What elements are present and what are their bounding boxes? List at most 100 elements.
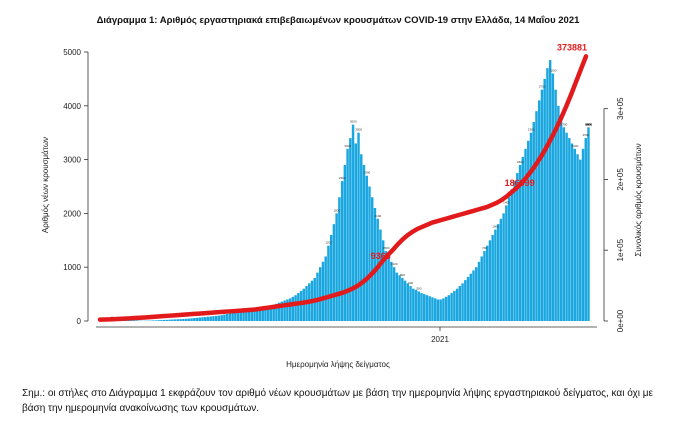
bar bbox=[414, 289, 418, 321]
bar bbox=[269, 305, 273, 321]
chart-title: Διάγραμμα 1: Αριθμός εργαστηριακά επιβεβ… bbox=[97, 15, 581, 26]
bar bbox=[518, 164, 522, 321]
bar-value-label: 3500 bbox=[585, 122, 592, 126]
bar-value-label: 3300 bbox=[585, 122, 592, 126]
bar-value-label: 4100 bbox=[572, 144, 579, 148]
bar bbox=[316, 272, 319, 321]
bar bbox=[513, 181, 516, 321]
bar bbox=[510, 189, 514, 321]
bar-value-label: 1100 bbox=[391, 262, 398, 266]
bar bbox=[532, 121, 535, 321]
bar bbox=[464, 280, 467, 321]
bar bbox=[537, 100, 541, 321]
bar bbox=[179, 319, 182, 321]
bar bbox=[157, 320, 160, 321]
y-axis-label-right: Συνολικός αριθμός κρουσμάτων bbox=[634, 143, 643, 256]
bar bbox=[184, 318, 188, 321]
bar-value-label: 1000 bbox=[492, 225, 499, 229]
y-tick-label-right: 2e+05 bbox=[616, 168, 625, 191]
bar bbox=[332, 224, 336, 321]
bar-value-label: 3000 bbox=[344, 144, 351, 148]
bar-value-label: 600 bbox=[408, 281, 413, 285]
bar bbox=[496, 224, 500, 321]
bar bbox=[466, 276, 470, 321]
bar bbox=[436, 299, 440, 321]
bar-value-label: 3700 bbox=[561, 122, 568, 126]
bar bbox=[283, 300, 286, 321]
bar bbox=[256, 308, 259, 321]
bar bbox=[291, 296, 295, 321]
bar-value-label: 700 bbox=[482, 246, 487, 250]
bar bbox=[458, 286, 462, 321]
bar bbox=[253, 308, 256, 321]
bar bbox=[477, 261, 481, 321]
bar bbox=[485, 245, 489, 321]
bar bbox=[483, 251, 486, 321]
bar bbox=[381, 240, 385, 321]
bar bbox=[390, 261, 393, 321]
bar bbox=[453, 290, 456, 321]
bar bbox=[329, 234, 333, 321]
bar bbox=[217, 315, 221, 321]
bar bbox=[570, 143, 574, 321]
y-axis-right: 0e+00 1e+05 2e+05 3e+05 bbox=[603, 97, 625, 332]
bar bbox=[548, 60, 552, 321]
bar bbox=[392, 267, 396, 321]
bar bbox=[214, 315, 218, 321]
bar bbox=[335, 213, 338, 321]
bar bbox=[431, 297, 434, 321]
bar bbox=[373, 208, 377, 321]
bar bbox=[535, 111, 538, 322]
bar bbox=[420, 293, 423, 321]
x-tick-label-2021: 2021 bbox=[431, 335, 449, 344]
bar bbox=[494, 229, 497, 321]
y-tick-label-left: 0 bbox=[77, 317, 82, 326]
bar bbox=[171, 319, 174, 321]
bar bbox=[423, 294, 426, 321]
bar bbox=[581, 148, 585, 321]
bar-value-label: 1800 bbox=[517, 160, 524, 164]
y-tick-label-left: 3000 bbox=[63, 156, 81, 165]
bar bbox=[557, 105, 560, 321]
bar bbox=[433, 298, 437, 321]
bar bbox=[499, 218, 503, 321]
bar bbox=[250, 309, 253, 321]
line-annotation: 9363 bbox=[371, 251, 391, 261]
bar-value-label: 500 bbox=[416, 286, 421, 290]
bar bbox=[507, 197, 511, 321]
bar bbox=[384, 251, 388, 321]
bar bbox=[491, 234, 494, 321]
bar-value-label: 3100 bbox=[585, 122, 592, 126]
y-axis-left: 0 1000 2000 3000 4000 5000 bbox=[63, 48, 89, 326]
footnote: Σημ.: οι στήλες στο Διάγραμμα 1 εκφράζου… bbox=[22, 388, 653, 414]
bar bbox=[354, 143, 358, 321]
bar bbox=[206, 316, 210, 321]
bar bbox=[162, 319, 166, 321]
y-tick-label-right: 1e+05 bbox=[616, 238, 625, 261]
bar bbox=[198, 317, 201, 321]
bar bbox=[236, 311, 240, 321]
bar bbox=[225, 314, 229, 321]
cumulative-line-series bbox=[97, 54, 589, 322]
bar bbox=[406, 283, 410, 321]
bar bbox=[387, 256, 390, 321]
bar bbox=[193, 318, 196, 321]
bar bbox=[469, 273, 472, 321]
bar bbox=[568, 138, 571, 321]
y-tick-label-left: 1000 bbox=[63, 263, 81, 272]
line-annotation: 373881 bbox=[557, 42, 587, 52]
bar-value-label: 3650 bbox=[350, 120, 357, 124]
bar-value-label: 1200 bbox=[325, 241, 332, 245]
bar bbox=[540, 89, 544, 321]
bar bbox=[165, 319, 169, 321]
bar bbox=[357, 132, 360, 321]
bar bbox=[409, 286, 412, 321]
bar bbox=[182, 318, 185, 321]
bar bbox=[472, 270, 475, 321]
bar bbox=[475, 267, 478, 321]
y-tick-label-left: 4000 bbox=[63, 102, 81, 111]
bar bbox=[228, 313, 232, 321]
line-annotations: 9363 186999 373881 bbox=[371, 42, 587, 260]
bar bbox=[327, 245, 330, 321]
bar bbox=[264, 306, 267, 321]
